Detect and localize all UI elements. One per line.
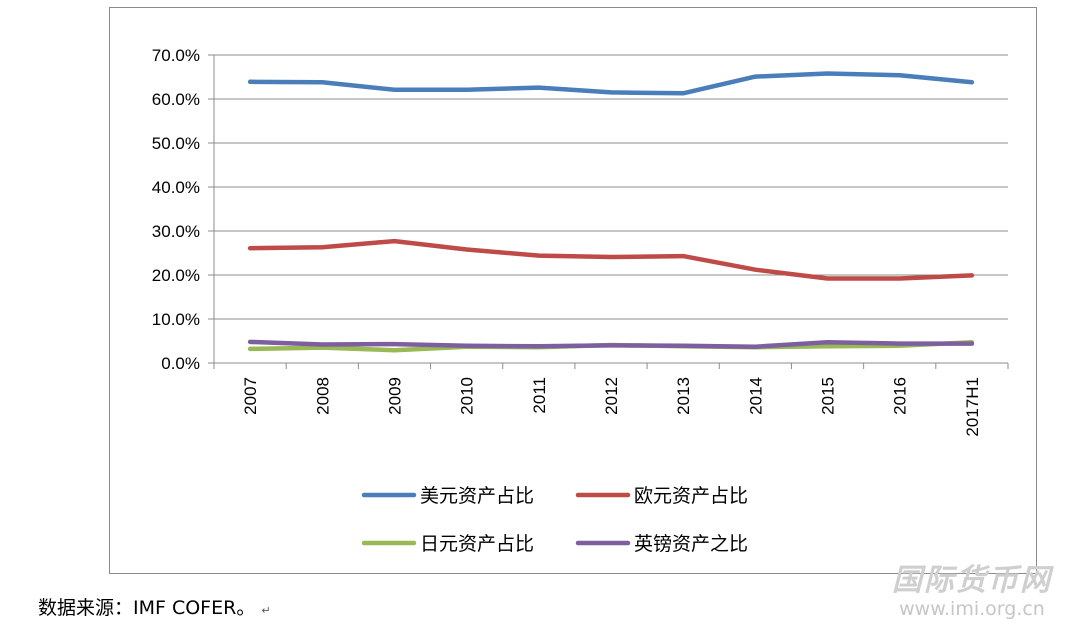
x-tick-label: 2016 [891, 377, 910, 415]
tick-labels: 0.0% 10.0% 20.0% 30.0% 40.0% 50.0% 60.0% 70.0% 2… [152, 46, 982, 437]
x-tick-label: 2011 [530, 377, 549, 414]
x-tick-label: 2015 [819, 377, 838, 415]
y-tick-label: 50.0% [152, 134, 200, 153]
series-line-4 [247, 339, 975, 349]
y-tick-label: 20.0% [152, 266, 200, 285]
watermark-logo: 国际货币网 www.imi.org.cn [892, 563, 1052, 621]
series-line-2 [247, 238, 975, 281]
line-chart: 0.0% 10.0% 20.0% 30.0% 40.0% 50.0% 60.0% 70.0% 2… [152, 46, 1009, 555]
legend-label: 欧元资产占比 [634, 485, 748, 507]
y-tick-label: 0.0% [161, 354, 200, 373]
x-tick-label: 2009 [385, 377, 404, 415]
series-line-1 [247, 71, 975, 96]
legend-label: 日元资产占比 [420, 533, 534, 555]
legend-label: 英镑资产之比 [634, 533, 748, 555]
x-tick-label: 2012 [602, 377, 621, 415]
return-mark: ↵ [261, 604, 271, 617]
gridlines [214, 54, 1008, 320]
x-tick-label: 2010 [458, 377, 477, 415]
y-tick-label: 40.0% [152, 178, 200, 197]
watermark-url: www.imi.org.cn [899, 598, 1045, 620]
x-tick-label: 2014 [746, 377, 765, 415]
x-tick-label: 2008 [313, 377, 332, 415]
y-tick-label: 30.0% [152, 222, 200, 241]
x-tick-label: 2007 [241, 377, 260, 415]
watermark-name: 国际货币网 [892, 563, 1052, 598]
axes [208, 54, 1009, 369]
y-tick-label: 10.0% [152, 310, 200, 329]
legend-label: 美元资产占比 [420, 485, 534, 507]
source-text: 数据来源：IMF COFER。 [38, 597, 256, 619]
x-tick-label: 2017H1 [963, 377, 982, 437]
source-note: 数据来源：IMF COFER。 ↵ [38, 593, 271, 620]
x-tick-label: 2013 [674, 377, 693, 415]
y-tick-label: 60.0% [152, 90, 200, 109]
y-tick-label: 70.0% [152, 46, 200, 65]
chart-frame: 0.0% 10.0% 20.0% 30.0% 40.0% 50.0% 60.0% 70.0% 2… [109, 7, 1037, 574]
series-lines [247, 71, 975, 353]
